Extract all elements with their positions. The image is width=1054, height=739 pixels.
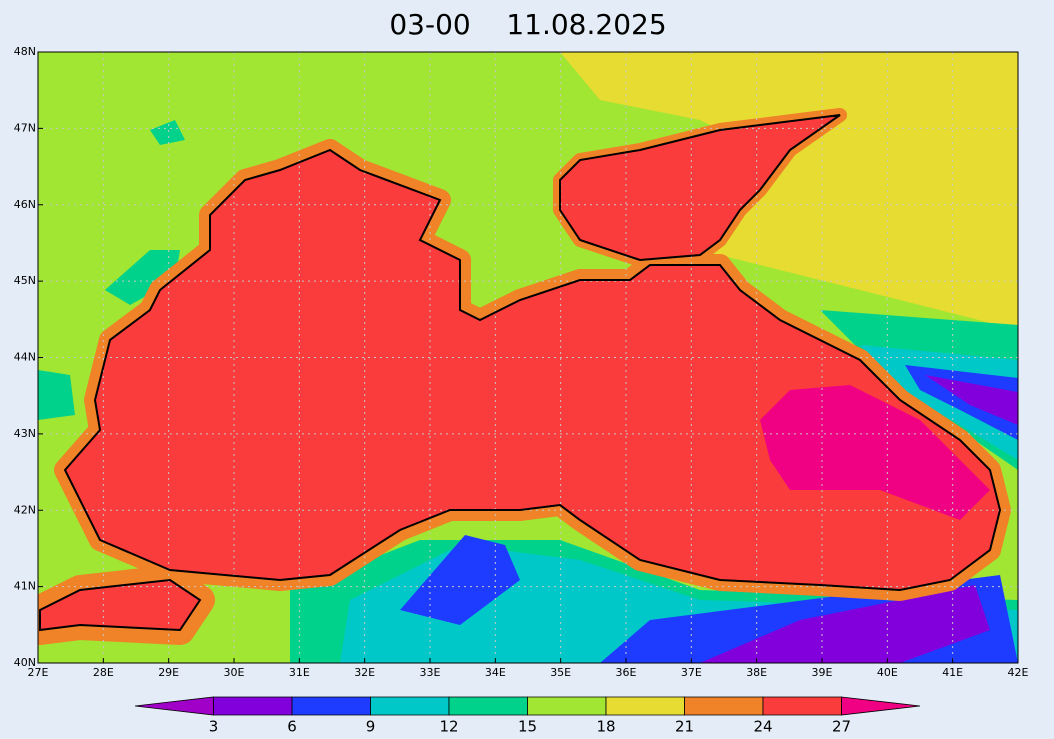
x-tick-label: 37E bbox=[681, 666, 702, 679]
map-title: 03-00 11.08.2025 bbox=[389, 8, 666, 41]
x-tick-label: 41E bbox=[942, 666, 963, 679]
coldest-zone bbox=[925, 375, 1018, 425]
colorbar-label: 21 bbox=[675, 718, 694, 736]
colorbar-label: 27 bbox=[832, 718, 851, 736]
x-tick-label: 39E bbox=[812, 666, 833, 679]
colorbar-label: 18 bbox=[596, 718, 615, 736]
temperature-field bbox=[38, 52, 1018, 663]
y-tick-label: 42N bbox=[14, 503, 36, 516]
y-tick-label: 48N bbox=[14, 45, 36, 58]
y-tick-label: 44N bbox=[14, 351, 36, 364]
x-tick-label: 40E bbox=[877, 666, 898, 679]
colorbar-label: 9 bbox=[366, 718, 376, 736]
y-tick-label: 43N bbox=[14, 427, 36, 440]
x-tick-label: 32E bbox=[354, 666, 375, 679]
warm-zone bbox=[560, 52, 1018, 330]
colorbar-swatch bbox=[762, 696, 842, 716]
hot-zone bbox=[760, 385, 990, 520]
colorbar-swatch bbox=[213, 696, 293, 716]
x-tick-label: 42E bbox=[1008, 666, 1029, 679]
colorbar-swatch bbox=[605, 696, 685, 716]
west-patch bbox=[38, 370, 75, 420]
very-cold-zone bbox=[905, 365, 1018, 440]
x-tick-label: 30E bbox=[224, 666, 245, 679]
x-tick-label: 29E bbox=[158, 666, 179, 679]
colorbar-swatch bbox=[527, 696, 607, 716]
x-tick-label: 36E bbox=[616, 666, 637, 679]
x-tick-label: 38E bbox=[746, 666, 767, 679]
y-tick-label: 47N bbox=[14, 121, 36, 134]
y-tick-label: 40N bbox=[14, 656, 36, 669]
x-tick-label: 31E bbox=[289, 666, 310, 679]
colorbar-swatch bbox=[841, 696, 921, 716]
south-purple-zone bbox=[700, 585, 990, 663]
west-patch bbox=[150, 120, 185, 145]
x-tick-label: 35E bbox=[550, 666, 571, 679]
y-tick-label: 46N bbox=[14, 198, 36, 211]
x-tick-label: 34E bbox=[485, 666, 506, 679]
west-patch bbox=[105, 250, 180, 305]
x-tick-label: 27E bbox=[28, 666, 49, 679]
colorbar-label: 15 bbox=[518, 718, 537, 736]
x-tick-label: 33E bbox=[420, 666, 441, 679]
y-tick-label: 41N bbox=[14, 580, 36, 593]
colorbar-swatch bbox=[291, 696, 371, 716]
colorbar-swatch bbox=[370, 696, 450, 716]
y-tick-label: 45N bbox=[14, 274, 36, 287]
south-blue-patch bbox=[400, 535, 520, 625]
colorbar-swatch bbox=[684, 696, 764, 716]
colorbar-label: 12 bbox=[439, 718, 458, 736]
colorbar-swatch bbox=[448, 696, 528, 716]
colorbar-label: 3 bbox=[209, 718, 219, 736]
colorbar-swatch bbox=[134, 696, 214, 716]
colorbar-label: 24 bbox=[753, 718, 772, 736]
x-tick-label: 28E bbox=[93, 666, 114, 679]
colorbar-label: 6 bbox=[287, 718, 297, 736]
